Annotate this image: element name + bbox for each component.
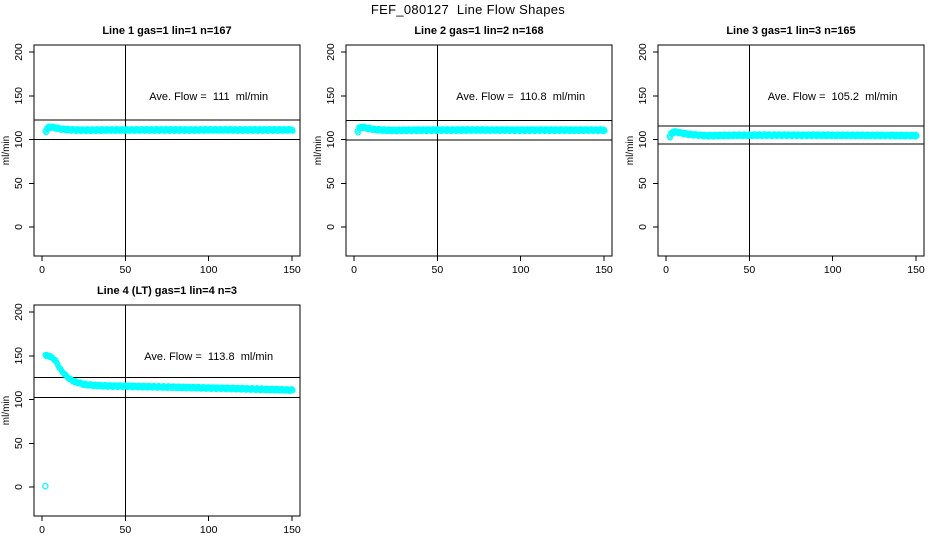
- x-tick-label: 50: [119, 264, 131, 276]
- y-axis-label: ml/min: [625, 136, 636, 165]
- data-point: [601, 128, 608, 134]
- x-tick-label: 150: [907, 264, 925, 276]
- data-point: [289, 128, 296, 134]
- panel-line-2-plot: 0 50 100 150 0 50 100 150 200 ml/min Ave. Flow = 1…: [313, 43, 613, 276]
- figure-main-title: FEF_080127 Line Flow Shapes: [370, 2, 566, 17]
- panel-line-4-plot: 0 50 100 150 0 50 100 150 200 ml/min Ave. Flow = 1…: [1, 303, 301, 536]
- data-points: [354, 123, 608, 136]
- x-tick-label: 50: [431, 264, 443, 276]
- x-tick-label: 150: [283, 264, 301, 276]
- tick-labels: 0 50 100 150 0 50 100 150 200: [637, 43, 925, 276]
- x-tick-label: 100: [824, 264, 842, 276]
- plot-box: [345, 44, 613, 257]
- x-tick-label: 0: [39, 524, 45, 536]
- y-tick-label: 200: [637, 43, 649, 61]
- outlier-point: [42, 482, 49, 490]
- panel-line-3: 0 50 100 150 0 50 100 150 200 ml/min Ave. Flow = 1…: [624, 20, 936, 280]
- plot-box: [33, 44, 301, 257]
- y-axis-label: ml/min: [1, 396, 12, 425]
- y-tick-label: 100: [13, 391, 25, 409]
- y-tick-label: 0: [325, 224, 337, 230]
- y-tick-label: 50: [13, 177, 25, 189]
- y-axis-label: ml/min: [1, 136, 12, 165]
- y-tick-label: 100: [13, 131, 25, 149]
- y-tick-label: 50: [13, 437, 25, 449]
- panel-line-3-title: Line 3 gas=1 lin=3 n=165: [726, 25, 856, 37]
- y-tick-label: 0: [13, 224, 25, 230]
- y-tick-label: 150: [13, 87, 25, 105]
- panel-line-1-title: Line 1 gas=1 lin=1 n=167: [102, 25, 232, 37]
- tick-labels: 0 50 100 150 0 50 100 150 200: [325, 43, 613, 276]
- panel-line-1: 0 50 100 150 0 50 100 150 200 ml/min Ave. Flow = 1…: [0, 20, 312, 280]
- y-tick-label: 150: [13, 347, 25, 365]
- plot-box: [657, 44, 925, 257]
- panel-line-2-title: Line 2 gas=1 lin=2 n=168: [414, 25, 544, 37]
- axes-and-reference-lines: [29, 44, 301, 261]
- panel-line-1-plot: 0 50 100 150 0 50 100 150 200 ml/min Ave. Flow = 1…: [1, 43, 301, 276]
- ave-flow-annotation: Ave. Flow = 110.8 ml/min: [456, 91, 585, 103]
- y-axis-label: ml/min: [313, 136, 324, 165]
- x-tick-label: 0: [351, 264, 357, 276]
- x-tick-label: 100: [200, 524, 218, 536]
- plot-box: [33, 304, 301, 517]
- y-tick-label: 200: [325, 43, 337, 61]
- data-points: [42, 351, 296, 490]
- y-tick-label: 200: [13, 43, 25, 61]
- x-tick-label: 0: [663, 264, 669, 276]
- y-tick-label: 200: [13, 303, 25, 321]
- panel-line-3-plot: 0 50 100 150 0 50 100 150 200 ml/min Ave. Flow = 1…: [625, 43, 925, 276]
- axes-and-reference-lines: [341, 44, 613, 261]
- panel-line-4-title: Line 4 (LT) gas=1 lin=4 n=3: [96, 285, 238, 297]
- ave-flow-annotation: Ave. Flow = 113.8 ml/min: [144, 351, 273, 363]
- axes-and-reference-lines: [29, 304, 301, 521]
- tick-labels: 0 50 100 150 0 50 100 150 200: [13, 303, 301, 536]
- data-points: [42, 123, 296, 136]
- data-point: [913, 133, 920, 139]
- y-tick-label: 50: [325, 177, 337, 189]
- data-point: [289, 387, 296, 394]
- x-tick-label: 50: [743, 264, 755, 276]
- axes-and-reference-lines: [653, 44, 925, 261]
- data-points: [666, 128, 920, 141]
- y-tick-label: 100: [325, 131, 337, 149]
- ave-flow-annotation: Ave. Flow = 111 ml/min: [149, 91, 268, 103]
- y-tick-label: 0: [637, 224, 649, 230]
- tick-labels: 0 50 100 150 0 50 100 150 200: [13, 43, 301, 276]
- x-tick-label: 100: [200, 264, 218, 276]
- panel-line-4: 0 50 100 150 0 50 100 150 200 ml/min Ave. Flow = 1…: [0, 280, 312, 540]
- y-tick-label: 100: [637, 131, 649, 149]
- x-tick-label: 0: [39, 264, 45, 276]
- y-tick-label: 150: [325, 87, 337, 105]
- ave-flow-annotation: Ave. Flow = 105.2 ml/min: [768, 91, 898, 103]
- x-tick-label: 150: [283, 524, 301, 536]
- y-tick-label: 0: [13, 484, 25, 490]
- x-tick-label: 150: [595, 264, 613, 276]
- y-tick-label: 150: [637, 87, 649, 105]
- x-tick-label: 50: [119, 524, 131, 536]
- x-tick-label: 100: [512, 264, 530, 276]
- y-tick-label: 50: [637, 177, 649, 189]
- panel-line-2: 0 50 100 150 0 50 100 150 200 ml/min Ave. Flow = 1…: [312, 20, 624, 280]
